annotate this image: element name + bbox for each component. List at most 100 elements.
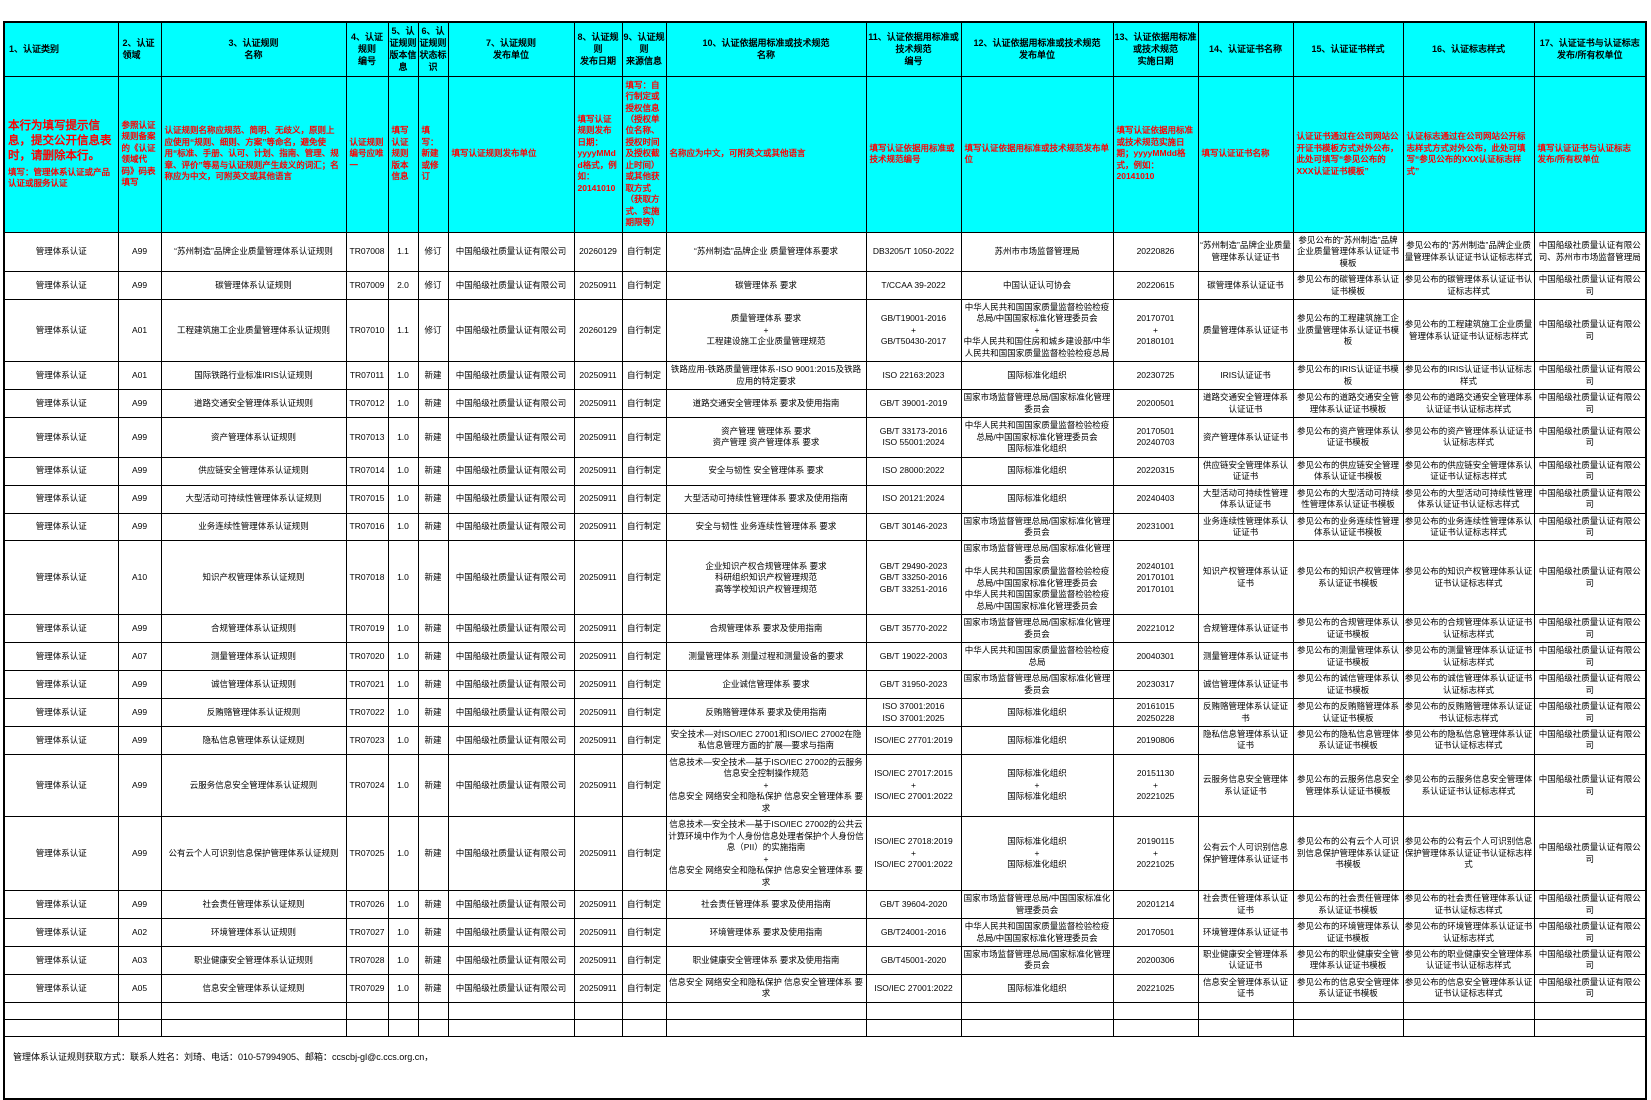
table-cell: 1.0: [387, 456, 419, 486]
table-cell: 1.0: [387, 512, 419, 542]
table-cell: 中华人民共和国国家质量监督检验检疫总局/中国国家标准化管理委员会 + 中华人民共…: [960, 298, 1114, 363]
table-cell: 20230317: [1112, 670, 1199, 700]
table-cell: 大型活动可持续性管理体系认证规则: [160, 484, 347, 514]
table-cell: 中国船级社质量认证有限公司: [1533, 890, 1647, 920]
table-cell: 反贿赂管理体系 要求及使用指南: [665, 698, 867, 727]
table-cell: 20230725: [1112, 361, 1199, 391]
table-cell: GB/T 35770-2022: [865, 614, 962, 644]
table-cell: A99: [117, 484, 162, 514]
table-cell: A99: [117, 614, 162, 644]
table-cell: 环境管理体系 要求及使用指南: [665, 918, 867, 947]
table-cell: 自行制定: [621, 918, 667, 947]
column-header-4: 4、认证规则 编号: [345, 21, 389, 77]
table-cell: 中国船级社质量认证有限公司: [1533, 816, 1647, 892]
table-cell: GB/T 39604-2020: [865, 890, 962, 920]
table-cell: 国家市场监督管理总局/国家标准化管理委员会: [960, 512, 1114, 542]
table-cell: 管理体系认证: [3, 484, 119, 514]
table-cell: [3, 1018, 119, 1037]
table-cell: 20260129: [573, 298, 623, 363]
table-cell: TR07020: [345, 642, 389, 672]
table-cell: 中国船级社质量认证有限公司: [447, 642, 575, 672]
table-cell: 测量管理体系认证规则: [160, 642, 347, 672]
table-cell: [117, 1001, 162, 1020]
table-cell: T/CCAA 39-2022: [865, 271, 962, 300]
table-cell: A99: [117, 512, 162, 542]
table-cell: 诚信管理体系认证规则: [160, 670, 347, 700]
table-cell: TR07019: [345, 614, 389, 644]
table-cell: 修订: [417, 298, 449, 363]
table-cell: 中国船级社质量认证有限公司: [447, 389, 575, 419]
table-cell: 环境管理体系认证规则: [160, 918, 347, 947]
table-cell: 管理体系认证: [3, 973, 119, 1003]
table-cell: TR07009: [345, 271, 389, 300]
table-cell: 职业健康安全管理体系认证规则: [160, 945, 347, 975]
table-cell: 中国船级社质量认证有限公司: [1533, 484, 1647, 514]
table-cell: 1.0: [387, 753, 419, 818]
table-cell: 参见公布的供应链安全管理体系认证证书认证标志样式: [1402, 456, 1535, 486]
table-cell: 新建: [417, 726, 449, 755]
table-cell: 国际标准化组织: [960, 456, 1114, 486]
table-row: 管理体系认证 A01 国际铁路行业标准IRIS认证规则 TR07011 1.0 新建 中国船…: [3, 361, 1647, 391]
table-cell: [960, 1001, 1114, 1020]
table-cell: [865, 1001, 962, 1020]
table-cell: 1.0: [387, 484, 419, 514]
empty-row: [3, 1018, 1647, 1037]
table-cell: 2.0: [387, 271, 419, 300]
table-cell: 中国船级社质量认证有限公司: [447, 456, 575, 486]
table-cell: 参见公布的环境管理体系认证证书模板: [1292, 918, 1404, 947]
table-cell: 参见公布的工程建筑施工企业质量管理体系认证证书认证标志样式: [1402, 298, 1535, 363]
table-cell: 信息技术—安全技术—基于ISO/IEC 27002的公共云计算环境中作为个人身份…: [665, 816, 867, 892]
table-cell: 1.0: [387, 918, 419, 947]
table-cell: [1292, 1018, 1404, 1037]
table-cell: 20190115 + 20221025: [1112, 816, 1199, 892]
table-cell: 1.0: [387, 417, 419, 458]
table-cell: 信息安全管理体系认证证书: [1197, 973, 1294, 1003]
table-cell: 中华人民共和国国家质量监督检验检疫总局/中国国家标准化管理委员会 国际标准化组织: [960, 417, 1114, 458]
table-cell: 国家市场监督管理总局/国家标准化管理委员会 中华人民共和国国家质量监督检验检疫总…: [960, 540, 1114, 616]
table-cell: 20250911: [573, 973, 623, 1003]
table-cell: 中国船级社质量认证有限公司: [447, 973, 575, 1003]
table-cell: 参见公布的合规管理体系认证证书模板: [1292, 614, 1404, 644]
hint-cell-7: 填写认证规则发布单位: [447, 75, 575, 233]
table-cell: [1112, 1018, 1199, 1037]
table-cell: [1197, 1001, 1294, 1020]
hint-cell-10: 名称应为中文，可附英文或其他语言: [665, 75, 867, 233]
table-cell: 1.0: [387, 642, 419, 672]
table-cell: 参见公布的碳管理体系认证证书认证标志样式: [1402, 271, 1535, 300]
table-cell: 参见公布的信息安全管理体系认证证书认证标志样式: [1402, 973, 1535, 1003]
table-cell: 国家市场监督管理总局/国家标准化管理委员会: [960, 389, 1114, 419]
header-row: 1、认证类别 2、认证领域 3、认证规则 名称 4、认证规则 编号 5、认证规则 版本信…: [3, 21, 1647, 77]
table-cell: 管理体系认证: [3, 614, 119, 644]
table-cell: 参见公布的反贿赂管理体系认证证书认证标志样式: [1402, 698, 1535, 727]
table-cell: [345, 1001, 389, 1020]
table-cell: GB/T 29490-2023 GB/T 33250-2016 GB/T 332…: [865, 540, 962, 616]
table-cell: 参见公布的碳管理体系认证证书模板: [1292, 271, 1404, 300]
table-cell: 1.1: [387, 231, 419, 273]
table-cell: 20220826: [1112, 231, 1199, 273]
table-cell: 铁路应用-铁路质量管理体系-ISO 9001:2015及铁路应用的特定要求: [665, 361, 867, 391]
table-cell: 新建: [417, 417, 449, 458]
table-cell: 隐私信息管理体系认证规则: [160, 726, 347, 755]
table-cell: 自行制定: [621, 484, 667, 514]
table-cell: 公有云个人可识别信息保护管理体系认证规则: [160, 816, 347, 892]
table-cell: [447, 1001, 575, 1020]
column-header-16: 16、认证标志样式: [1402, 21, 1535, 77]
table-cell: 20190806: [1112, 726, 1199, 755]
table-cell: 管理体系认证: [3, 918, 119, 947]
table-cell: 20250911: [573, 753, 623, 818]
table-cell: 资产管理体系认证规则: [160, 417, 347, 458]
table-cell: 新建: [417, 484, 449, 514]
table-cell: 新建: [417, 512, 449, 542]
table-cell: 1.0: [387, 698, 419, 727]
table-cell: 20170501 20240703: [1112, 417, 1199, 458]
table-cell: 参见公布的反贿赂管理体系认证证书模板: [1292, 698, 1404, 727]
table-cell: 参见公布的社会责任管理体系认证证书模板: [1292, 890, 1404, 920]
table-row: 管理体系认证 A99 合规管理体系认证规则 TR07019 1.0 新建 中国船级社质量认证…: [3, 614, 1647, 644]
table-cell: 参见公布的信息安全管理体系认证证书模板: [1292, 973, 1404, 1003]
table-cell: 自行制定: [621, 298, 667, 363]
table-cell: 中国船级社质量认证有限公司: [447, 231, 575, 273]
table-cell: 参见公布的资产管理体系认证证书模板: [1292, 417, 1404, 458]
table-cell: 20250911: [573, 945, 623, 975]
table-cell: A99: [117, 417, 162, 458]
table-cell: TR07014: [345, 456, 389, 486]
